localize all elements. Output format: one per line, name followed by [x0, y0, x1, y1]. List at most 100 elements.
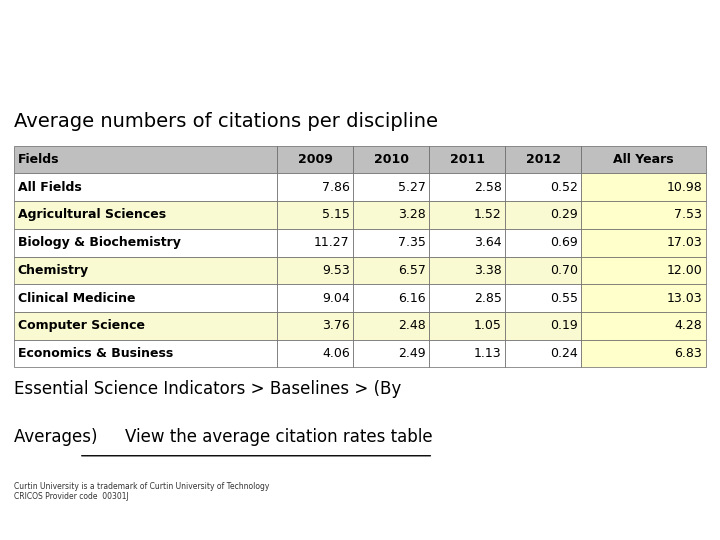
Text: 3.76: 3.76 [322, 319, 350, 332]
FancyBboxPatch shape [581, 173, 706, 201]
FancyBboxPatch shape [14, 146, 277, 173]
Text: 4.06: 4.06 [322, 347, 350, 360]
FancyBboxPatch shape [505, 146, 581, 173]
Text: 4.28: 4.28 [675, 319, 702, 332]
FancyBboxPatch shape [353, 312, 429, 340]
Text: Averages): Averages) [14, 428, 103, 447]
Text: 3.64: 3.64 [474, 236, 502, 249]
Text: 3.38: 3.38 [474, 264, 502, 277]
FancyBboxPatch shape [505, 340, 581, 367]
Text: Clinical Medicine: Clinical Medicine [18, 292, 135, 305]
FancyBboxPatch shape [14, 340, 277, 367]
Text: Biology & Biochemistry: Biology & Biochemistry [18, 236, 181, 249]
FancyBboxPatch shape [429, 284, 505, 312]
Text: 2.48: 2.48 [398, 319, 426, 332]
Text: 12.00: 12.00 [667, 264, 702, 277]
Text: 2012: 2012 [526, 153, 561, 166]
FancyBboxPatch shape [353, 229, 429, 256]
FancyBboxPatch shape [277, 229, 353, 256]
FancyBboxPatch shape [277, 340, 353, 367]
Text: 2.85: 2.85 [474, 292, 502, 305]
FancyBboxPatch shape [429, 256, 505, 284]
FancyBboxPatch shape [277, 146, 353, 173]
FancyBboxPatch shape [429, 173, 505, 201]
FancyBboxPatch shape [429, 201, 505, 229]
Text: 6.83: 6.83 [675, 347, 702, 360]
Text: 13.03: 13.03 [667, 292, 702, 305]
Text: Average numbers of citations per discipline: Average numbers of citations per discipl… [14, 112, 438, 131]
FancyBboxPatch shape [277, 256, 353, 284]
Text: 2009: 2009 [297, 153, 333, 166]
Text: 7.86: 7.86 [322, 181, 350, 194]
Text: 0.70: 0.70 [550, 264, 577, 277]
Text: Fields: Fields [18, 153, 59, 166]
Text: 6.57: 6.57 [397, 264, 426, 277]
Text: Agricultural Sciences: Agricultural Sciences [18, 208, 166, 221]
FancyBboxPatch shape [14, 229, 277, 256]
FancyBboxPatch shape [353, 256, 429, 284]
Text: 7.35: 7.35 [397, 236, 426, 249]
FancyBboxPatch shape [277, 284, 353, 312]
FancyBboxPatch shape [505, 201, 581, 229]
Text: 1.52: 1.52 [474, 208, 502, 221]
Text: Scholarly  / Article metrics: Scholarly / Article metrics [104, 30, 616, 68]
Text: 10.98: 10.98 [667, 181, 702, 194]
FancyBboxPatch shape [353, 173, 429, 201]
FancyBboxPatch shape [505, 284, 581, 312]
Text: 0.52: 0.52 [550, 181, 577, 194]
FancyBboxPatch shape [353, 340, 429, 367]
FancyBboxPatch shape [277, 201, 353, 229]
Text: 5.15: 5.15 [322, 208, 350, 221]
Text: 0.19: 0.19 [550, 319, 577, 332]
Text: 6.16: 6.16 [398, 292, 426, 305]
Text: 0.69: 0.69 [550, 236, 577, 249]
Text: All Years: All Years [613, 153, 674, 166]
Text: Curtin University: Curtin University [513, 482, 665, 501]
Text: Chemistry: Chemistry [18, 264, 89, 277]
FancyBboxPatch shape [14, 173, 277, 201]
Text: 9.53: 9.53 [322, 264, 350, 277]
FancyBboxPatch shape [581, 340, 706, 367]
Text: 0.29: 0.29 [550, 208, 577, 221]
Text: Essential Science Indicators > Baselines > (By: Essential Science Indicators > Baselines… [14, 380, 402, 398]
Text: 11.27: 11.27 [314, 236, 350, 249]
FancyBboxPatch shape [429, 229, 505, 256]
FancyBboxPatch shape [581, 229, 706, 256]
FancyBboxPatch shape [505, 256, 581, 284]
FancyBboxPatch shape [429, 340, 505, 367]
Text: 0.55: 0.55 [550, 292, 577, 305]
FancyBboxPatch shape [353, 284, 429, 312]
FancyBboxPatch shape [353, 146, 429, 173]
Text: 1.13: 1.13 [474, 347, 502, 360]
FancyBboxPatch shape [14, 312, 277, 340]
FancyBboxPatch shape [429, 312, 505, 340]
Text: 9.04: 9.04 [322, 292, 350, 305]
FancyBboxPatch shape [505, 312, 581, 340]
FancyBboxPatch shape [581, 284, 706, 312]
FancyBboxPatch shape [277, 173, 353, 201]
Text: 2.49: 2.49 [398, 347, 426, 360]
Text: 2.58: 2.58 [474, 181, 502, 194]
Text: 1.05: 1.05 [474, 319, 502, 332]
FancyBboxPatch shape [353, 201, 429, 229]
Text: Curtin University is a trademark of Curtin University of Technology
CRICOS Provi: Curtin University is a trademark of Curt… [14, 482, 270, 501]
Text: Computer Science: Computer Science [18, 319, 145, 332]
FancyBboxPatch shape [505, 173, 581, 201]
Text: Economics & Business: Economics & Business [18, 347, 173, 360]
FancyBboxPatch shape [505, 229, 581, 256]
Text: 17.03: 17.03 [667, 236, 702, 249]
Text: View the average citation rates table: View the average citation rates table [125, 428, 433, 447]
Text: 2011: 2011 [449, 153, 485, 166]
FancyBboxPatch shape [581, 146, 706, 173]
FancyBboxPatch shape [581, 256, 706, 284]
Text: 0.24: 0.24 [550, 347, 577, 360]
FancyBboxPatch shape [277, 312, 353, 340]
FancyBboxPatch shape [581, 312, 706, 340]
Text: 3.28: 3.28 [398, 208, 426, 221]
Text: 7.53: 7.53 [674, 208, 702, 221]
Text: 2010: 2010 [374, 153, 409, 166]
FancyBboxPatch shape [14, 201, 277, 229]
FancyBboxPatch shape [14, 256, 277, 284]
Text: 5.27: 5.27 [397, 181, 426, 194]
FancyBboxPatch shape [429, 146, 505, 173]
